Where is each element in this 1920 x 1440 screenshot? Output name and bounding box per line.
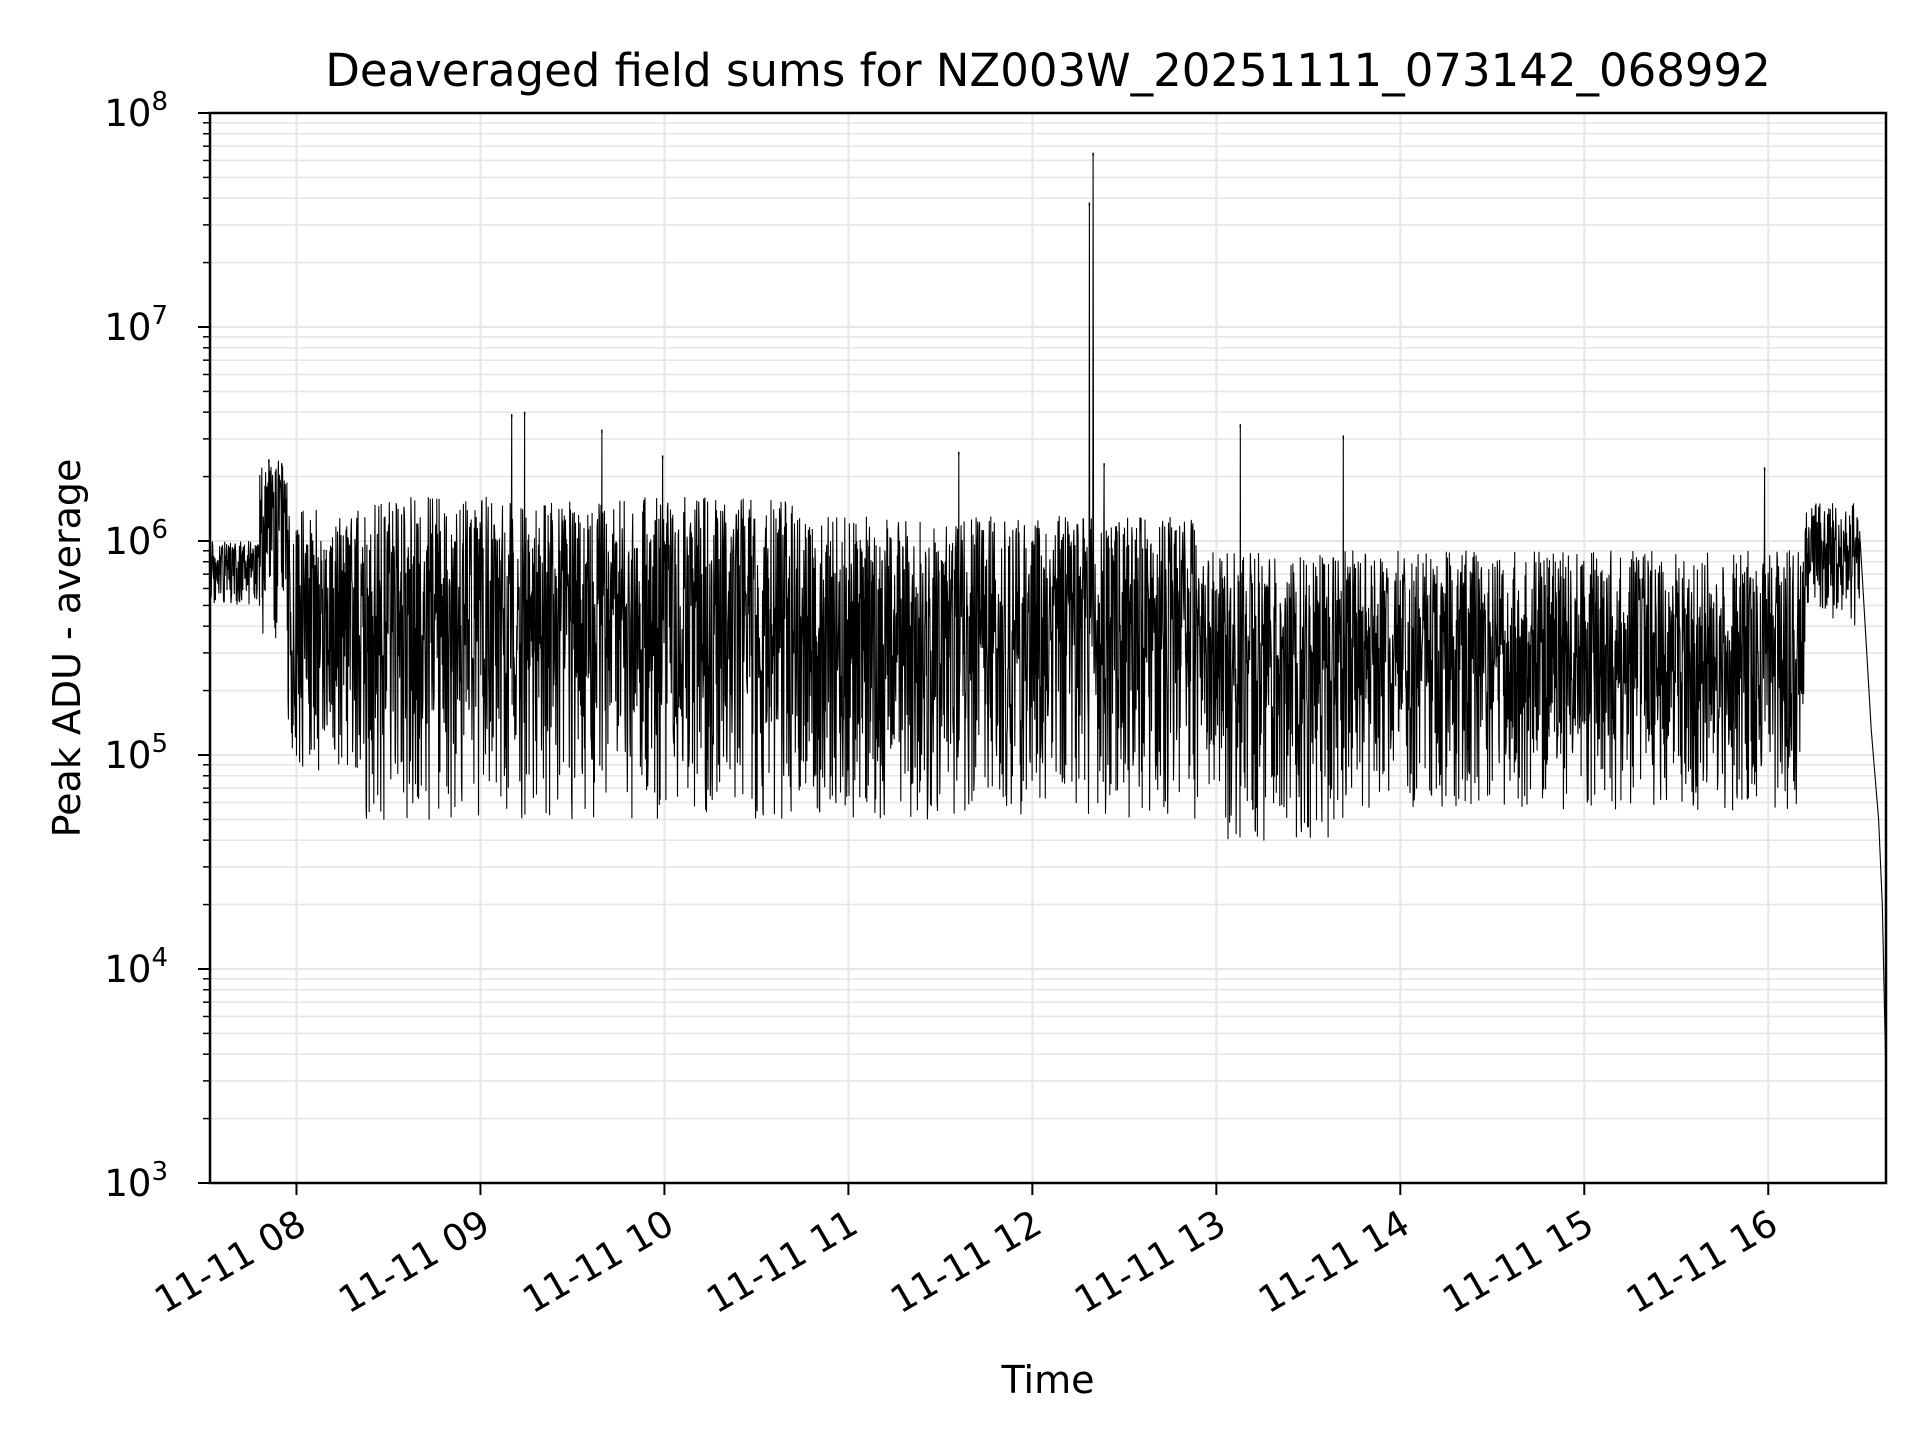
plot-frame (208, 111, 1888, 1185)
data-layer (209, 152, 1887, 1081)
chart-title: Deaveraged field sums for NZ003W_2025111… (325, 44, 1771, 97)
x-axis-label: Time (1001, 1358, 1095, 1402)
series-line (209, 152, 1887, 1081)
y-tick-label: 108 (104, 87, 168, 135)
y-axis-label: Peak ADU - average (45, 459, 89, 838)
y-tick-label: 107 (104, 301, 168, 349)
y-tick-label: 103 (104, 1157, 168, 1205)
y-tick-label: 106 (104, 515, 168, 563)
y-tick-label: 105 (104, 729, 168, 777)
y-tick-label: 104 (104, 943, 168, 991)
